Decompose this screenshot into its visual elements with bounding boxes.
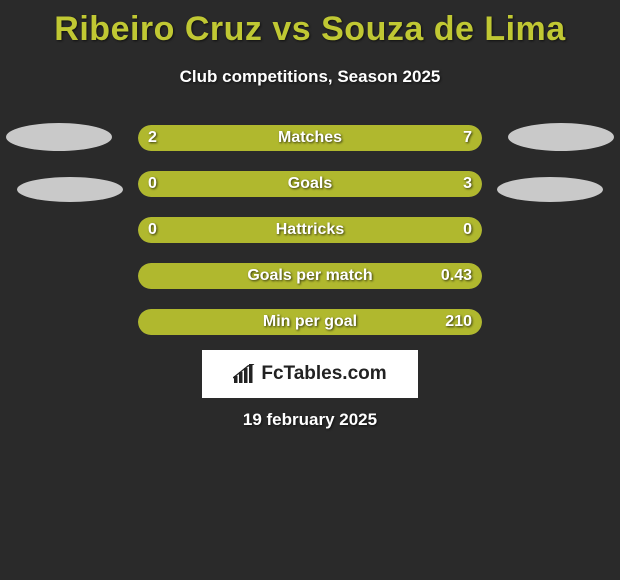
metric-label: Matches — [138, 125, 482, 151]
metric-label: Goals — [138, 171, 482, 197]
comparison-rows: 2 Matches 7 0 Goals 3 0 Hattricks 0 G — [0, 125, 620, 355]
value-right: 0 — [463, 217, 472, 243]
date-label: 19 february 2025 — [0, 410, 620, 430]
row-matches: 2 Matches 7 — [0, 125, 620, 171]
value-right: 3 — [463, 171, 472, 197]
fctables-logo[interactable]: FcTables.com — [202, 350, 418, 398]
row-goals: 0 Goals 3 — [0, 171, 620, 217]
row-hattricks: 0 Hattricks 0 — [0, 217, 620, 263]
logo-text: FcTables.com — [261, 363, 386, 385]
metric-label: Hattricks — [138, 217, 482, 243]
bar-chart-icon — [233, 364, 255, 384]
value-right: 210 — [445, 309, 472, 335]
metric-label: Min per goal — [138, 309, 482, 335]
row-goals-per-match: Goals per match 0.43 — [0, 263, 620, 309]
row-min-per-goal: Min per goal 210 — [0, 309, 620, 355]
value-right: 0.43 — [441, 263, 472, 289]
metric-label: Goals per match — [138, 263, 482, 289]
subtitle: Club competitions, Season 2025 — [0, 67, 620, 87]
page-title: Ribeiro Cruz vs Souza de Lima — [0, 0, 620, 49]
value-right: 7 — [463, 125, 472, 151]
